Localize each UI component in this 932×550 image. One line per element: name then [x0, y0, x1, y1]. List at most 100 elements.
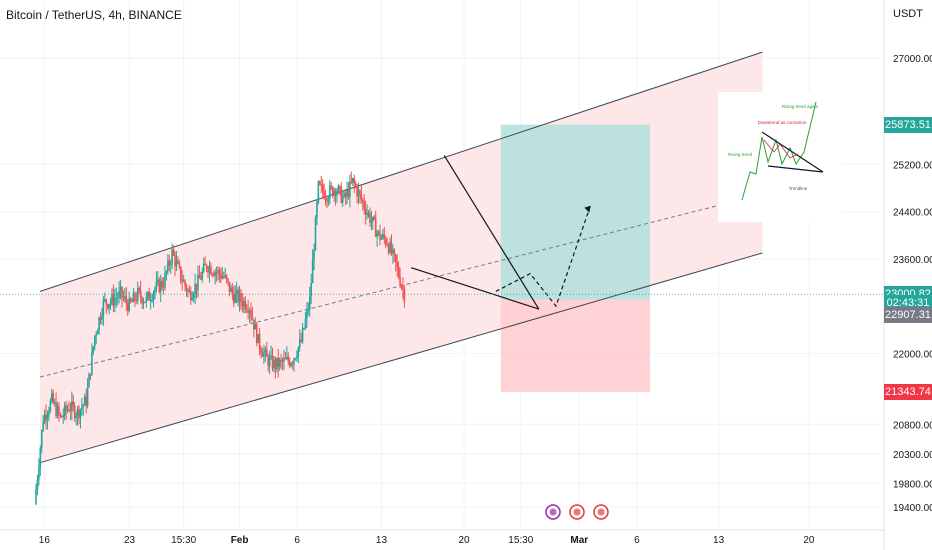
candle-body — [89, 373, 92, 375]
candle-body — [294, 358, 297, 360]
x-tick-label: 15:30 — [508, 535, 533, 546]
candle-body — [56, 406, 59, 416]
candle-body — [362, 199, 364, 202]
candle-body — [109, 301, 112, 305]
y-tick-label: 20800.00 — [893, 420, 932, 431]
candle-body — [356, 186, 358, 197]
candle-body — [306, 309, 308, 319]
candle-body — [344, 193, 347, 197]
candle-body — [234, 293, 237, 303]
projection-arrowhead — [584, 205, 591, 213]
candle-body — [350, 181, 353, 183]
candle-body — [78, 408, 80, 419]
candle-body — [71, 401, 73, 412]
candle-body — [276, 357, 278, 370]
candle-body — [172, 249, 175, 256]
candle-body — [65, 405, 67, 411]
candle-body — [88, 373, 90, 388]
candle-body — [291, 363, 294, 365]
candle-body — [238, 293, 241, 303]
x-tick-label: 6 — [294, 535, 300, 546]
candle-body — [399, 276, 401, 286]
candle-body — [240, 293, 242, 302]
candle-body — [115, 297, 118, 299]
y-tick-label: 24400.00 — [893, 208, 932, 219]
candle-body — [278, 359, 281, 368]
candle-body — [135, 299, 138, 301]
candle-body — [35, 489, 37, 505]
inset-annotation: Downtrend as correction — [758, 120, 807, 125]
price-tag-entry: 22907.31 — [884, 306, 932, 323]
candle-body — [327, 198, 330, 202]
candle-body — [98, 317, 100, 331]
candle-body — [288, 361, 291, 366]
candle-body — [151, 299, 153, 301]
candle-body — [235, 290, 238, 294]
candle-body — [300, 339, 302, 342]
candle-body — [194, 283, 196, 295]
wedge-bottom-line — [411, 267, 539, 310]
inset-price-line — [741, 101, 817, 201]
candle-body — [376, 232, 378, 237]
candle-body — [182, 280, 185, 282]
candle-body — [59, 413, 62, 417]
wedge-top-line — [443, 155, 540, 310]
candle-body — [250, 310, 252, 317]
candle-body — [159, 281, 162, 292]
candle-body — [105, 299, 108, 305]
candle-body — [85, 396, 87, 406]
candle-body — [132, 293, 135, 302]
candle-body — [244, 300, 247, 310]
candle-body — [336, 192, 338, 196]
candle-body — [195, 283, 198, 290]
candle-body — [377, 231, 380, 233]
candle-body — [228, 281, 231, 292]
candle-body — [354, 183, 357, 187]
candle-body — [114, 298, 116, 306]
candle-body — [357, 190, 360, 197]
candle-body — [157, 279, 159, 282]
candle-body — [214, 272, 216, 276]
candle-body — [169, 263, 172, 266]
candle-body — [248, 310, 251, 313]
candle-body — [271, 355, 274, 369]
candle-body — [224, 275, 226, 277]
y-tick-label: 19400.00 — [893, 503, 932, 514]
candle-body — [297, 347, 300, 357]
candle-body — [91, 352, 93, 375]
candle-body — [50, 393, 53, 401]
candle-body — [351, 178, 354, 183]
candle-body — [323, 191, 325, 199]
candle-body — [192, 294, 195, 299]
candle-body — [339, 186, 341, 188]
candle-body — [260, 348, 262, 354]
candle-body — [225, 275, 228, 279]
candle-body — [92, 346, 95, 353]
candle-body — [124, 296, 126, 298]
candle-body — [221, 276, 224, 279]
candle-body — [334, 190, 337, 196]
candle-body — [247, 310, 249, 313]
candle-body — [68, 409, 70, 411]
candle-body — [231, 287, 234, 295]
candle-body — [324, 198, 327, 200]
inset-annotation: Trendline — [789, 186, 808, 191]
candle-body — [208, 266, 211, 273]
candle-body — [121, 286, 123, 298]
x-tick-label: 16 — [39, 535, 51, 546]
candle-body — [329, 185, 331, 199]
candle-body — [227, 278, 229, 282]
candle-body — [263, 352, 265, 357]
lightning-event-icon-dot — [549, 508, 557, 516]
candle-body — [179, 266, 182, 281]
candle-body — [243, 300, 245, 307]
candle-body — [145, 296, 148, 302]
candle-body — [237, 290, 239, 303]
y-tick-label: 19800.00 — [893, 479, 932, 490]
candle-body — [389, 241, 391, 253]
candle-body — [49, 400, 52, 412]
candle-body — [314, 217, 317, 251]
candle-body — [369, 212, 371, 223]
candle-body — [311, 259, 314, 284]
